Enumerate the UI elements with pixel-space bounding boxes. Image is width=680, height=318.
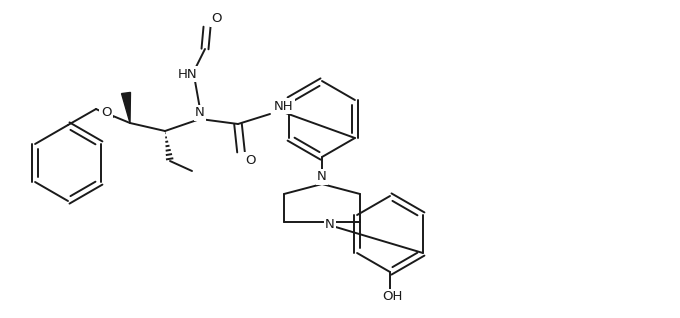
- Text: NH: NH: [274, 100, 294, 113]
- Text: HN: HN: [178, 67, 198, 80]
- Text: O: O: [211, 12, 222, 25]
- Text: OH: OH: [381, 291, 402, 303]
- Text: N: N: [195, 107, 205, 120]
- Polygon shape: [122, 93, 131, 123]
- Text: N: N: [325, 218, 335, 232]
- Text: O: O: [245, 154, 256, 167]
- Text: O: O: [101, 107, 112, 120]
- Text: N: N: [317, 170, 327, 183]
